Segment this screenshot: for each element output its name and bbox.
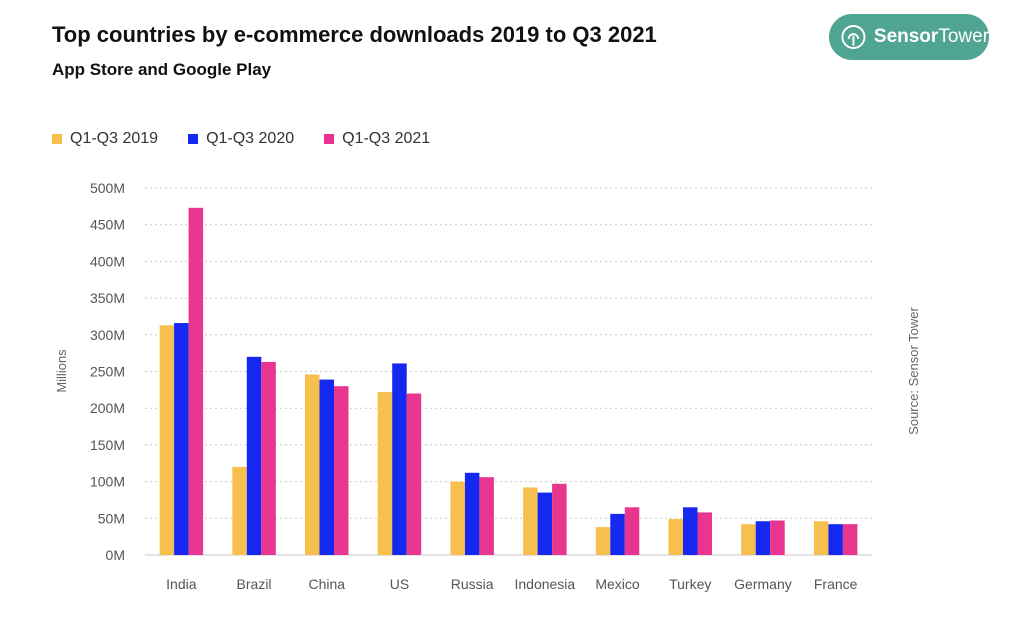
y-axis-ticks: 0M 50M 100M 150M 200M 250M 300M 350M 400M 450M 500…	[90, 180, 125, 563]
bar-india-2	[188, 207, 204, 555]
y-tick-label: 350M	[90, 290, 125, 306]
bar-indonesia-2	[552, 483, 567, 555]
legend-swatch-2019	[52, 134, 62, 144]
x-tick-label-brazil: Brazil	[237, 576, 272, 592]
bar-russia-2	[479, 477, 494, 555]
x-tick-label-turkey: Turkey	[669, 576, 711, 592]
y-tick-label: 50M	[98, 510, 125, 526]
bar-mexico-2	[624, 507, 640, 555]
legend-item-2021: Q1-Q3 2021	[324, 130, 430, 148]
bar-us-2	[406, 393, 422, 555]
bars	[159, 207, 858, 555]
bar-brazil-1	[246, 356, 262, 555]
bar-turkey-2	[697, 512, 712, 555]
x-tick-label-mexico: Mexico	[595, 576, 640, 592]
legend-swatch-2020	[188, 134, 199, 144]
x-axis-ticks: India Brazil China US Russia Indonesia Mexico T…	[166, 576, 857, 592]
bar-us-0	[377, 392, 393, 555]
bar-russia-0	[450, 481, 465, 555]
x-tick-label-china: China	[308, 576, 345, 592]
bar-mexico-0	[595, 527, 611, 555]
x-tick-label-india: India	[166, 576, 197, 592]
logo-text-second: Tower	[938, 26, 989, 47]
legend-item-2020: Q1-Q3 2020	[188, 130, 294, 148]
legend-label-2021: Q1-Q3 2021	[342, 130, 431, 147]
legend-swatch-2021	[324, 134, 335, 144]
logo-text-first: Sensor	[873, 26, 939, 47]
bar-us-1	[392, 363, 407, 555]
bar-germany-0	[741, 524, 756, 555]
y-tick-label: 500M	[90, 180, 125, 196]
bar-brazil-2	[261, 361, 276, 555]
y-tick-label: 200M	[90, 400, 125, 416]
chart-title: Top countries by e-commerce downloads 20…	[52, 22, 657, 47]
bar-france-2	[842, 524, 858, 555]
y-tick-label: 400M	[90, 253, 125, 269]
y-tick-label: 150M	[90, 437, 125, 453]
x-tick-label-germany: Germany	[734, 576, 792, 592]
y-tick-label: 250M	[90, 364, 125, 380]
bar-indonesia-1	[537, 492, 553, 555]
sensor-tower-logo: SensorTower	[829, 14, 989, 60]
bar-germany-1	[755, 521, 771, 555]
bar-china-1	[319, 379, 334, 555]
legend-label-2019: Q1-Q3 2019	[70, 130, 159, 147]
logo-text: SensorTower	[874, 26, 989, 48]
sensor-tower-icon	[841, 25, 866, 49]
source-note: Source: Sensor Tower	[906, 307, 921, 435]
bar-india-1	[174, 323, 189, 555]
legend-item-2019: Q1-Q3 2019	[52, 130, 158, 148]
y-tick-label: 0M	[106, 547, 125, 563]
x-tick-label-indonesia: Indonesia	[514, 576, 575, 592]
bar-turkey-0	[668, 519, 683, 555]
y-tick-label: 450M	[90, 217, 125, 233]
bar-france-0	[813, 521, 829, 555]
bar-turkey-1	[683, 507, 698, 555]
y-tick-label: 100M	[90, 474, 125, 490]
bar-russia-1	[464, 472, 480, 555]
bar-indonesia-0	[523, 487, 538, 555]
chart-subtitle: App Store and Google Play	[52, 60, 272, 79]
bar-india-0	[159, 325, 175, 555]
bar-germany-2	[770, 520, 785, 555]
bar-mexico-1	[610, 513, 625, 555]
bar-china-0	[305, 374, 320, 555]
x-tick-label-us: US	[390, 576, 409, 592]
bar-china-2	[334, 386, 349, 555]
bar-brazil-0	[232, 466, 247, 555]
legend-label-2020: Q1-Q3 2020	[206, 130, 295, 147]
x-tick-label-russia: Russia	[451, 576, 494, 592]
legend: Q1-Q3 2019 Q1-Q3 2020 Q1-Q3 2021	[52, 130, 460, 148]
y-tick-label: 300M	[90, 327, 125, 343]
y-axis-title: Millions	[54, 349, 69, 393]
bar-france-1	[828, 524, 843, 555]
x-tick-label-france: France	[814, 576, 858, 592]
